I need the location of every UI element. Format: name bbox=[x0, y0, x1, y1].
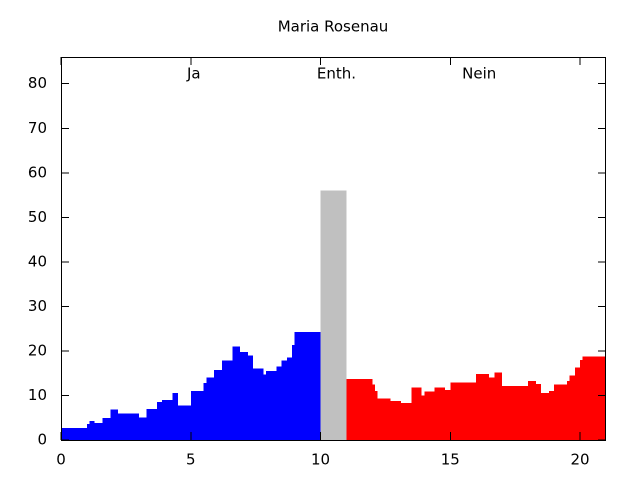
step-bar bbox=[162, 399, 173, 440]
step-bar bbox=[569, 375, 575, 440]
step-bar bbox=[535, 383, 542, 440]
step-bar bbox=[372, 384, 376, 440]
step-bar bbox=[190, 391, 204, 440]
y-tick-label: 60 bbox=[28, 163, 47, 181]
step-bar bbox=[281, 360, 287, 440]
y-tick-label: 20 bbox=[28, 341, 47, 359]
step-bar bbox=[266, 370, 277, 440]
y-tick-label: 80 bbox=[28, 74, 47, 92]
step-bar bbox=[554, 384, 568, 440]
step-bar bbox=[450, 382, 477, 440]
step-bar bbox=[346, 378, 373, 440]
step-bar bbox=[421, 395, 425, 440]
step-bar bbox=[494, 372, 503, 440]
step-bar bbox=[214, 370, 222, 440]
step-bar bbox=[157, 402, 163, 440]
x-tick-label: 20 bbox=[571, 451, 590, 469]
step-bar bbox=[221, 360, 233, 440]
plot-frame bbox=[61, 57, 606, 441]
step-bar bbox=[276, 366, 282, 440]
step-bar bbox=[476, 374, 490, 440]
y-tick-label: 70 bbox=[28, 119, 47, 137]
step-bar bbox=[146, 408, 158, 440]
step-bar bbox=[424, 391, 435, 440]
step-bar bbox=[377, 398, 391, 440]
step-bar bbox=[172, 393, 178, 440]
step-bar bbox=[548, 391, 555, 440]
step-bar bbox=[434, 387, 446, 440]
step-bar bbox=[263, 374, 267, 440]
y-tick-label: 50 bbox=[28, 208, 47, 226]
step-bar bbox=[206, 377, 215, 440]
step-bar bbox=[567, 380, 570, 440]
step-bar bbox=[541, 393, 549, 440]
step-bar bbox=[61, 427, 87, 440]
step-bar bbox=[203, 382, 207, 440]
step-bar bbox=[232, 346, 241, 440]
series-label: Enth. bbox=[317, 65, 356, 83]
step-bar bbox=[177, 405, 191, 440]
step-bar bbox=[253, 368, 264, 440]
step-bar bbox=[138, 417, 147, 440]
step-bar bbox=[445, 390, 451, 440]
step-bar bbox=[400, 403, 412, 440]
step-bar bbox=[390, 400, 401, 440]
step-bar bbox=[291, 345, 295, 440]
step-bar bbox=[489, 377, 495, 440]
series-label: Nein bbox=[462, 65, 496, 83]
step-bar bbox=[502, 386, 529, 440]
y-tick-label: 10 bbox=[28, 386, 47, 404]
step-bar bbox=[411, 387, 422, 440]
x-tick-label: 0 bbox=[56, 451, 66, 469]
x-tick-label: 5 bbox=[186, 451, 196, 469]
step-bar bbox=[110, 409, 119, 440]
step-bar bbox=[375, 391, 378, 440]
y-tick-label: 30 bbox=[28, 297, 47, 315]
y-tick-label: 0 bbox=[37, 431, 47, 449]
step-bar bbox=[582, 356, 606, 440]
step-bar bbox=[528, 381, 536, 440]
step-bar bbox=[320, 190, 347, 440]
chart-title: Maria Rosenau bbox=[278, 18, 389, 36]
y-tick-label: 40 bbox=[28, 252, 47, 270]
step-bar bbox=[580, 359, 583, 440]
step-bar bbox=[94, 423, 103, 440]
x-tick-label: 15 bbox=[441, 451, 460, 469]
step-bar bbox=[89, 420, 95, 440]
step-bar bbox=[294, 331, 321, 440]
x-tick-label: 10 bbox=[311, 451, 330, 469]
step-bar bbox=[286, 357, 292, 440]
step-bar bbox=[102, 418, 111, 440]
series-label: Ja bbox=[186, 65, 201, 83]
step-bar bbox=[240, 351, 248, 440]
step-bar bbox=[574, 367, 581, 440]
step-bar bbox=[86, 423, 90, 440]
step-bar bbox=[118, 413, 139, 440]
step-bar bbox=[247, 355, 254, 440]
